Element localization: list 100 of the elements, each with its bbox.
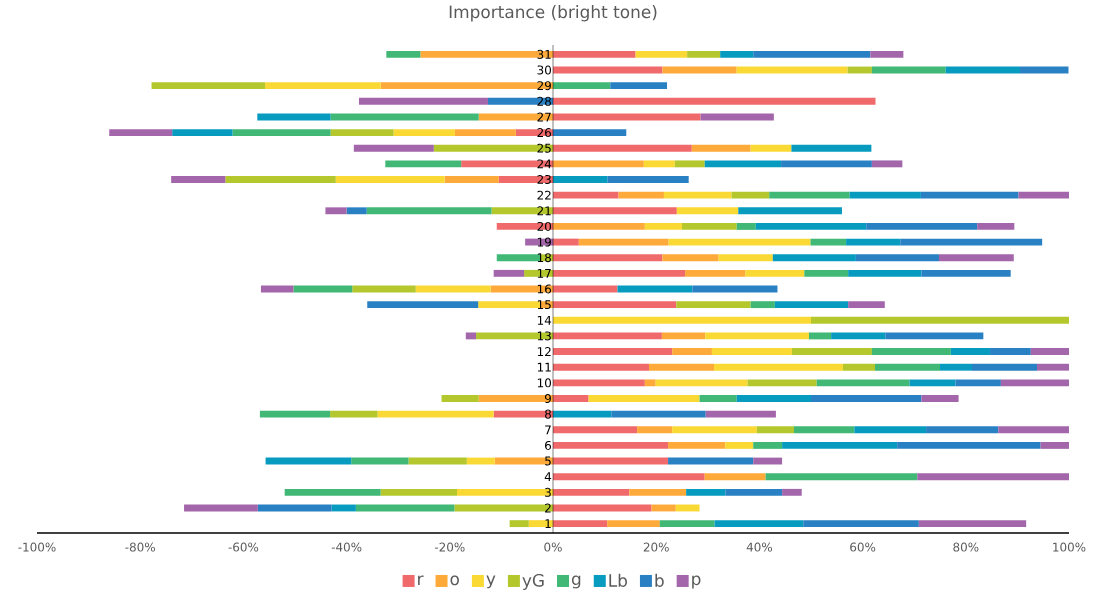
bar (553, 191, 619, 199)
bar (528, 520, 553, 528)
bar (524, 269, 553, 277)
bar (1040, 441, 1069, 449)
bar (745, 269, 805, 277)
bar (793, 426, 855, 434)
bar (940, 363, 972, 371)
bar (811, 395, 922, 402)
bar (643, 160, 675, 168)
bar (810, 238, 847, 246)
bar (765, 473, 918, 481)
bar (553, 222, 645, 230)
bar (151, 82, 266, 90)
bar (731, 191, 770, 199)
bar (553, 348, 673, 355)
bar (611, 410, 706, 418)
bar (846, 238, 901, 246)
y-tick-label: 23 (537, 174, 551, 185)
bar (998, 426, 1069, 434)
y-tick-label: 8 (545, 409, 551, 419)
bar (420, 50, 553, 58)
bar (330, 410, 378, 418)
x-tick-label: 40% (746, 542, 773, 552)
bar (644, 222, 682, 230)
bar (553, 316, 811, 324)
bar (711, 348, 792, 355)
bar (635, 50, 688, 58)
bar (509, 520, 529, 528)
bar (553, 50, 636, 58)
y-tick-label: 13 (537, 331, 551, 341)
legend-label: b (655, 573, 664, 587)
y-tick-label: 3 (545, 487, 551, 497)
x-tick-label: 100% (1053, 542, 1086, 552)
x-tick-label: -100% (18, 542, 56, 552)
bar (553, 160, 644, 168)
bar (753, 50, 871, 58)
bar (553, 379, 645, 387)
bar (870, 50, 904, 58)
y-tick-label: 15 (537, 300, 551, 310)
bar (553, 82, 611, 90)
bar (553, 254, 663, 262)
bar (553, 269, 686, 277)
bar (655, 379, 748, 387)
bar (720, 50, 754, 58)
bar (753, 441, 783, 449)
legend-label: p (692, 575, 701, 589)
bar (686, 488, 726, 496)
bar (699, 395, 737, 402)
y-tick-label: 12 (537, 347, 551, 356)
bar (629, 488, 687, 496)
x-tick-label: -40% (331, 542, 362, 552)
legend-label: yG (522, 573, 544, 591)
y-tick-label: 19 (537, 237, 551, 247)
bar (791, 348, 872, 355)
bar (866, 222, 978, 230)
bar (736, 222, 756, 230)
bar (687, 50, 721, 58)
bar (461, 160, 553, 168)
bar (855, 254, 939, 262)
bar (674, 160, 705, 168)
bar (713, 363, 843, 371)
bar (918, 520, 1027, 528)
bar (496, 222, 553, 230)
y-tick-label: 11 (537, 362, 551, 372)
bar (750, 144, 792, 152)
bar (465, 332, 477, 340)
bar (725, 488, 783, 496)
bar (955, 379, 1001, 387)
y-tick-label: 20 (537, 221, 552, 231)
bar (714, 520, 804, 528)
bar (367, 301, 479, 309)
bar (353, 144, 434, 152)
bar (811, 316, 1069, 324)
bar (909, 379, 956, 387)
bar (718, 254, 773, 262)
bar (265, 82, 381, 90)
bar (358, 97, 488, 105)
bar (885, 332, 984, 340)
bar (662, 254, 719, 262)
bar (756, 426, 794, 434)
bar (553, 363, 649, 371)
bar (618, 191, 664, 199)
y-tick-label: 24 (537, 159, 552, 169)
bar (553, 176, 608, 183)
bar (553, 238, 579, 246)
bar (668, 441, 726, 449)
bar (920, 191, 1019, 199)
legend-label: y (486, 575, 496, 589)
bar (871, 160, 903, 168)
x-tick-label: -80% (125, 542, 155, 552)
bar (259, 410, 331, 418)
bar (831, 332, 886, 340)
y-tick-label: 10 (537, 378, 552, 388)
bar (854, 426, 927, 434)
bar (476, 332, 553, 340)
bar (380, 82, 553, 90)
bar (380, 488, 458, 496)
bar (672, 426, 757, 434)
bar (366, 207, 492, 215)
bar (738, 207, 842, 215)
